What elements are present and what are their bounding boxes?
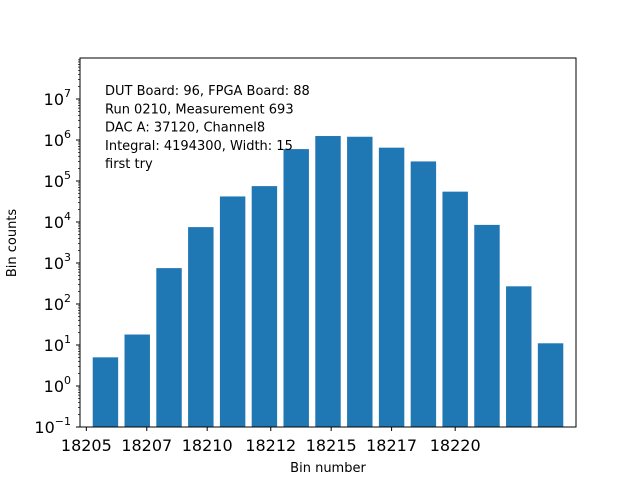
bar-18206 bbox=[92, 357, 119, 427]
y-axis-label: Bin counts bbox=[5, 209, 20, 278]
bar-18209 bbox=[188, 227, 214, 427]
annotation-line: Run 0210, Measurement 693 bbox=[105, 102, 294, 117]
bars-group bbox=[92, 136, 564, 428]
bar-18220 bbox=[537, 343, 564, 427]
bar-18219 bbox=[506, 286, 532, 427]
bar-18208 bbox=[156, 268, 182, 427]
bar-18215 bbox=[378, 147, 405, 428]
x-axis-label: Bin number bbox=[290, 461, 366, 476]
x-ticks-group: 18205 18207 18210 18212 18215 18217 18220 bbox=[61, 427, 481, 455]
y-tick-label: 101 bbox=[44, 333, 71, 355]
y-tick-label: 104 bbox=[44, 210, 71, 232]
bar-18216 bbox=[410, 161, 437, 427]
annotation-line: DUT Board: 96, FPGA Board: 88 bbox=[105, 84, 310, 99]
x-tick-label: 18210 bbox=[182, 436, 233, 455]
bar-18213 bbox=[315, 136, 341, 427]
y-tick-label: 106 bbox=[44, 128, 71, 150]
annotation-block: DUT Board: 96, FPGA Board: 88 Run 0210, M… bbox=[105, 84, 310, 172]
y-tick-label: 100 bbox=[44, 374, 71, 396]
y-tick-label: 103 bbox=[44, 251, 71, 273]
annotation-line: Integral: 4194300, Width: 15 bbox=[105, 139, 293, 154]
x-tick-label: 18215 bbox=[306, 436, 357, 455]
bar-18212 bbox=[283, 149, 309, 427]
annotation-line: first try bbox=[105, 157, 153, 172]
x-tick-label: 18220 bbox=[430, 436, 481, 455]
x-tick-label: 18205 bbox=[61, 436, 112, 455]
y-tick-label: 102 bbox=[44, 292, 71, 314]
bar-18218 bbox=[474, 224, 500, 427]
annotation-line: DAC A: 37120, Channel8 bbox=[105, 121, 265, 136]
bar-18207 bbox=[124, 334, 150, 427]
bar-18211 bbox=[251, 186, 278, 427]
x-tick-label: 18217 bbox=[366, 436, 417, 455]
y-tick-label: 105 bbox=[44, 169, 71, 191]
x-tick-label: 18207 bbox=[121, 436, 172, 455]
y-tick-label: 107 bbox=[44, 87, 71, 109]
y-ticks-group: 10−1 100 101 102 103 104 105 106 107 bbox=[34, 59, 80, 437]
bar-18214 bbox=[347, 136, 373, 427]
bar-18217 bbox=[442, 191, 468, 427]
x-tick-label: 18212 bbox=[245, 436, 296, 455]
bar-18210 bbox=[219, 196, 246, 427]
y-tick-label: 10−1 bbox=[34, 415, 71, 437]
plot-frame bbox=[79, 57, 577, 428]
